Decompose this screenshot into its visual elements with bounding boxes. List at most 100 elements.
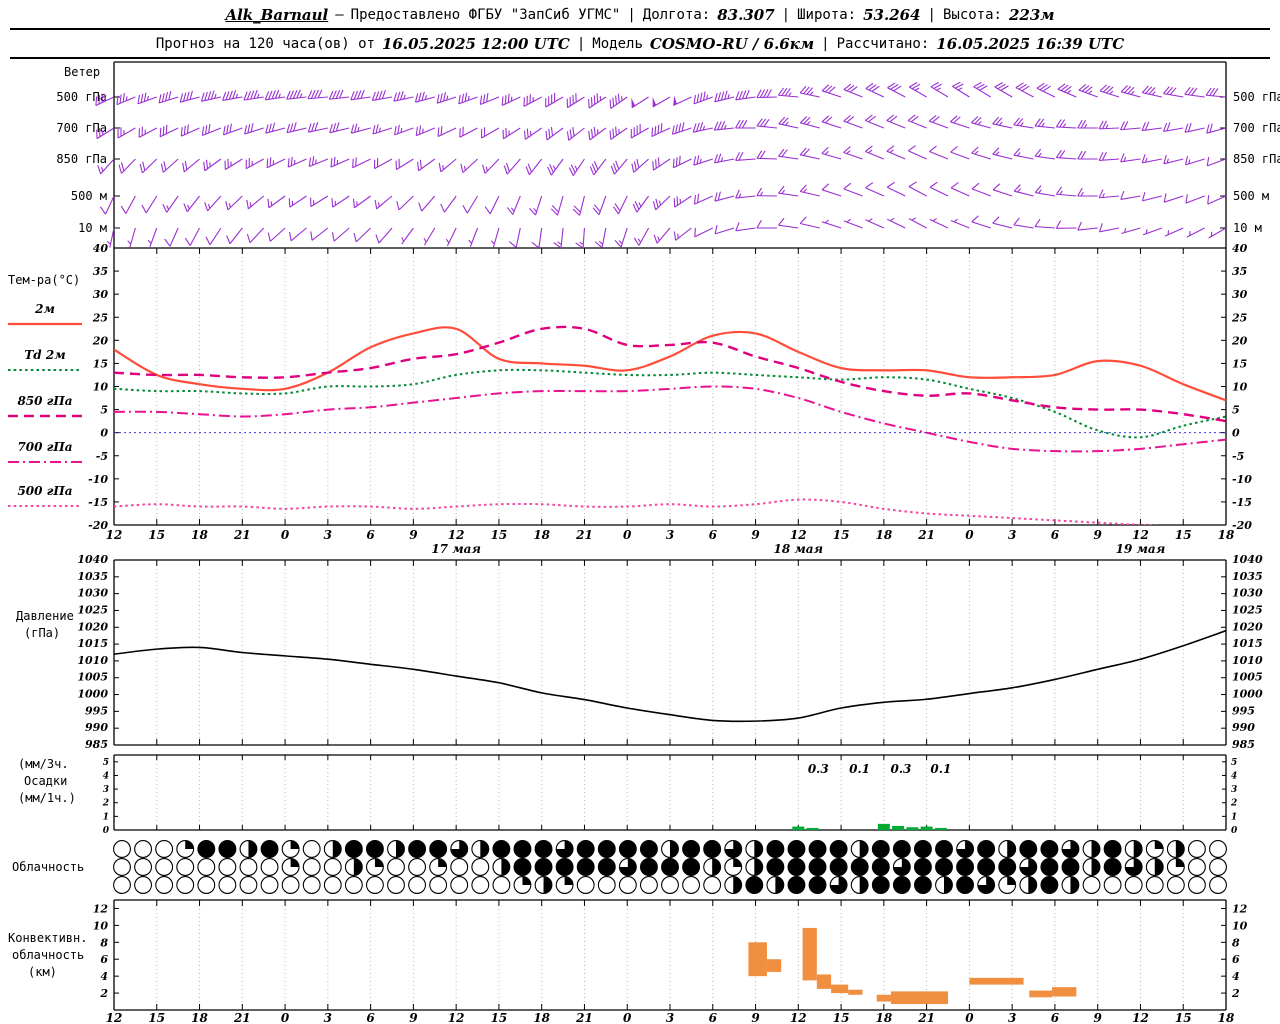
svg-text:700 гПа: 700 гПа xyxy=(56,121,107,135)
svg-text:1015: 1015 xyxy=(77,637,108,650)
forecast-label: Прогноз на 120 часа(ов) от xyxy=(155,36,375,52)
svg-text:2: 2 xyxy=(1230,799,1237,809)
svg-text:10: 10 xyxy=(93,919,109,932)
svg-text:21: 21 xyxy=(917,528,935,542)
svg-text:0: 0 xyxy=(623,528,632,542)
precip-title-line1: (мм/3ч. xyxy=(18,757,69,771)
svg-text:0: 0 xyxy=(281,528,290,542)
pressure-title-line1: Давление xyxy=(16,609,74,623)
svg-text:18: 18 xyxy=(1218,528,1235,542)
calc-time-value: 16.05.2025 16:39 UTC xyxy=(936,35,1125,53)
svg-text:3: 3 xyxy=(1008,1011,1016,1024)
svg-text:0.3: 0.3 xyxy=(891,762,912,776)
conv-title-line1: Конвективн. xyxy=(8,931,88,945)
svg-text:15: 15 xyxy=(148,1011,165,1024)
svg-text:0: 0 xyxy=(100,427,108,440)
svg-text:1005: 1005 xyxy=(1232,671,1263,684)
svg-text:1000: 1000 xyxy=(1232,688,1263,701)
pressure-panel-title: Давление (гПа) xyxy=(16,608,74,642)
svg-text:3: 3 xyxy=(1231,785,1237,795)
svg-text:21: 21 xyxy=(575,1011,593,1024)
svg-text:12: 12 xyxy=(1132,1011,1149,1024)
svg-text:10 м: 10 м xyxy=(78,221,107,235)
conv-title-line3: (км) xyxy=(28,965,57,979)
svg-text:10: 10 xyxy=(93,381,109,394)
svg-text:21: 21 xyxy=(575,528,593,542)
svg-text:1015: 1015 xyxy=(1232,637,1263,650)
svg-text:18: 18 xyxy=(533,1011,550,1024)
svg-text:18: 18 xyxy=(1218,1011,1235,1024)
svg-text:0: 0 xyxy=(965,528,974,542)
svg-text:1040: 1040 xyxy=(1232,553,1263,566)
svg-text:12: 12 xyxy=(790,528,807,542)
svg-text:5: 5 xyxy=(100,404,108,417)
svg-text:9: 9 xyxy=(751,1011,760,1024)
svg-text:3: 3 xyxy=(666,1011,674,1024)
svg-text:500 гПа: 500 гПа xyxy=(1233,90,1280,104)
svg-text:21: 21 xyxy=(917,1011,935,1024)
svg-text:-20: -20 xyxy=(1232,519,1252,532)
svg-text:700 гПа: 700 гПа xyxy=(1233,121,1280,135)
svg-text:0.3: 0.3 xyxy=(808,762,829,776)
svg-text:0: 0 xyxy=(623,1011,632,1024)
cloudiness-panel xyxy=(113,840,1227,894)
provider-text: Предоставлено ФГБУ "ЗапСиб УГМС" xyxy=(350,7,621,23)
svg-text:18: 18 xyxy=(191,528,208,542)
svg-text:1030: 1030 xyxy=(1232,587,1263,600)
svg-text:985: 985 xyxy=(1232,738,1255,751)
svg-text:1010: 1010 xyxy=(77,654,108,667)
svg-text:9: 9 xyxy=(409,528,418,542)
precip-panel-title: (мм/3ч. Осадки (мм/1ч.) xyxy=(18,756,76,807)
svg-text:12: 12 xyxy=(93,902,109,915)
svg-text:21: 21 xyxy=(233,1011,251,1024)
svg-text:4: 4 xyxy=(103,771,109,781)
conv-panel-title: Конвективн. облачность (км) xyxy=(8,930,87,981)
svg-text:1025: 1025 xyxy=(77,603,108,616)
svg-text:4: 4 xyxy=(1231,771,1237,781)
svg-text:5: 5 xyxy=(1232,404,1240,417)
svg-text:990: 990 xyxy=(1232,721,1255,734)
svg-text:500 м: 500 м xyxy=(1233,189,1269,203)
model-label: Модель xyxy=(592,36,643,52)
svg-text:10: 10 xyxy=(1232,381,1248,394)
temperature-legend: 2м Td 2м 850 гПа 700 гПа 500 гПа xyxy=(8,302,82,507)
svg-text:35: 35 xyxy=(93,265,108,278)
svg-text:1: 1 xyxy=(103,812,109,822)
svg-text:-20: -20 xyxy=(88,519,108,532)
svg-text:9: 9 xyxy=(1094,1011,1103,1024)
svg-text:850 гПа: 850 гПа xyxy=(56,152,107,166)
svg-text:1005: 1005 xyxy=(77,671,108,684)
svg-text:25: 25 xyxy=(92,311,108,324)
svg-text:18: 18 xyxy=(533,528,550,542)
svg-text:6: 6 xyxy=(709,528,718,542)
svg-text:9: 9 xyxy=(409,1011,418,1024)
svg-text:5: 5 xyxy=(103,758,109,768)
svg-text:0: 0 xyxy=(1231,826,1238,836)
precip-title-line2: Осадки xyxy=(24,774,68,788)
longitude-label: Долгота: xyxy=(642,7,711,23)
svg-text:700 гПа: 700 гПа xyxy=(17,440,72,454)
svg-text:18: 18 xyxy=(875,1011,892,1024)
svg-text:0.1: 0.1 xyxy=(930,762,951,776)
svg-text:12: 12 xyxy=(448,1011,465,1024)
svg-text:18 мая: 18 мая xyxy=(773,542,823,556)
conv-title-line2: облачность xyxy=(12,948,85,962)
svg-text:990: 990 xyxy=(85,721,108,734)
svg-text:995: 995 xyxy=(1232,704,1255,717)
pressure-panel: 1040 1040 1035 1035 1030 1030 1025 1025 1020 1020… xyxy=(77,553,1263,751)
svg-text:3: 3 xyxy=(1008,528,1016,542)
svg-text:-15: -15 xyxy=(88,496,108,509)
svg-text:10 м: 10 м xyxy=(1233,221,1262,235)
svg-text:-15: -15 xyxy=(1232,496,1252,509)
svg-text:40: 40 xyxy=(1232,242,1248,255)
svg-text:9: 9 xyxy=(751,528,760,542)
svg-text:25: 25 xyxy=(1231,311,1247,324)
svg-text:8: 8 xyxy=(1232,936,1240,949)
svg-text:8: 8 xyxy=(100,936,108,949)
svg-text:30: 30 xyxy=(1232,288,1248,301)
svg-text:12: 12 xyxy=(106,528,123,542)
wind-panel: 500 гПа 500 гПа 700 гПа 700 гПа 850 гПа 850 г… xyxy=(56,81,1280,249)
svg-text:2: 2 xyxy=(1231,987,1240,1000)
svg-text:15: 15 xyxy=(1175,528,1192,542)
